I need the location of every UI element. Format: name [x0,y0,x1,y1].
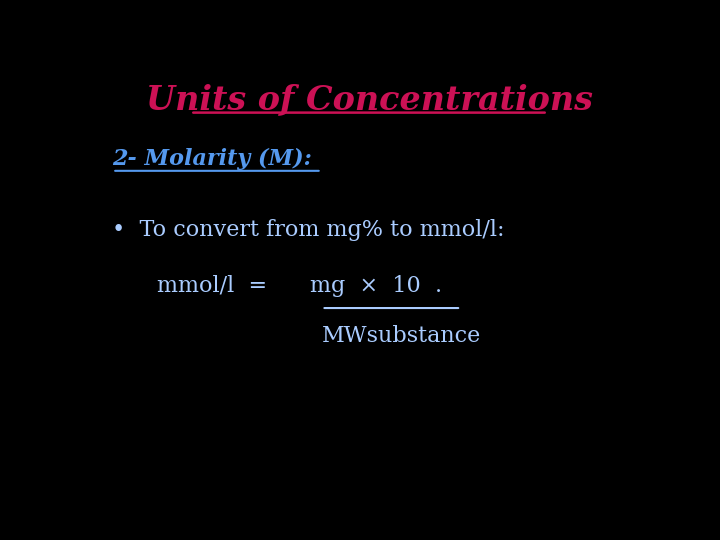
Text: Units of Concentrations: Units of Concentrations [145,84,593,117]
Text: MWsubstance: MWsubstance [322,325,481,347]
Text: mmol/l  =: mmol/l = [157,275,267,297]
Text: 2- Molarity (M):: 2- Molarity (M): [112,148,312,170]
Text: •  To convert from mg% to mmol/l:: • To convert from mg% to mmol/l: [112,219,505,241]
Text: mg  ×  10  .: mg × 10 . [310,275,443,297]
